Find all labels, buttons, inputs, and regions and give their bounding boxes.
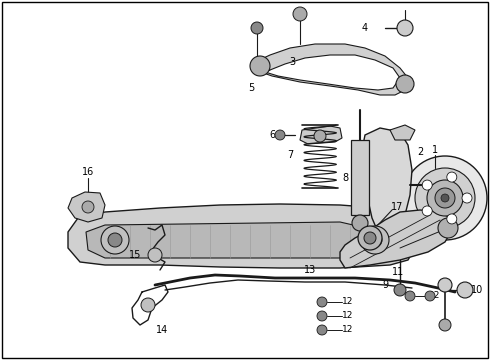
Text: 12: 12 <box>429 292 441 301</box>
Circle shape <box>438 218 458 238</box>
Circle shape <box>396 75 414 93</box>
Circle shape <box>108 233 122 247</box>
Circle shape <box>439 319 451 331</box>
Text: 12: 12 <box>343 311 354 320</box>
Polygon shape <box>351 140 369 215</box>
Circle shape <box>438 278 452 292</box>
Circle shape <box>415 168 475 228</box>
Text: 11: 11 <box>392 267 404 277</box>
Circle shape <box>403 156 487 240</box>
Circle shape <box>251 22 263 34</box>
Polygon shape <box>86 222 378 258</box>
Circle shape <box>352 215 368 231</box>
Circle shape <box>275 130 285 140</box>
Text: 10: 10 <box>471 285 483 295</box>
Text: 16: 16 <box>82 167 94 177</box>
Text: 3: 3 <box>289 57 295 67</box>
Text: 7: 7 <box>287 150 293 160</box>
Circle shape <box>148 248 162 262</box>
Circle shape <box>435 188 455 208</box>
Polygon shape <box>363 128 412 238</box>
Text: 6: 6 <box>269 130 275 140</box>
Text: 12: 12 <box>343 297 354 306</box>
Text: 8: 8 <box>342 173 348 183</box>
Text: 13: 13 <box>304 265 316 275</box>
Circle shape <box>405 291 415 301</box>
Text: 15: 15 <box>129 250 141 260</box>
Text: 1: 1 <box>432 145 438 155</box>
Circle shape <box>422 180 432 190</box>
Text: 12: 12 <box>343 325 354 334</box>
Text: 17: 17 <box>391 202 403 212</box>
Circle shape <box>441 194 449 202</box>
Circle shape <box>82 201 94 213</box>
Circle shape <box>314 130 326 142</box>
Circle shape <box>427 180 463 216</box>
Polygon shape <box>255 44 408 95</box>
Polygon shape <box>340 210 452 268</box>
Circle shape <box>457 282 473 298</box>
Text: 5: 5 <box>248 83 254 93</box>
Text: 9: 9 <box>382 280 388 290</box>
Circle shape <box>317 297 327 307</box>
Circle shape <box>368 233 382 247</box>
Circle shape <box>364 232 376 244</box>
Polygon shape <box>68 192 105 222</box>
Circle shape <box>293 7 307 21</box>
Text: 4: 4 <box>362 23 368 33</box>
Circle shape <box>141 298 155 312</box>
Circle shape <box>250 56 270 76</box>
Polygon shape <box>390 125 415 140</box>
Polygon shape <box>68 204 418 268</box>
Circle shape <box>317 311 327 321</box>
Circle shape <box>317 325 327 335</box>
Circle shape <box>358 226 382 250</box>
Circle shape <box>422 206 432 216</box>
Circle shape <box>394 284 406 296</box>
Circle shape <box>361 226 389 254</box>
Circle shape <box>425 291 435 301</box>
Circle shape <box>397 20 413 36</box>
Text: 14: 14 <box>156 325 168 335</box>
Circle shape <box>462 193 472 203</box>
Circle shape <box>101 226 129 254</box>
Circle shape <box>447 214 457 224</box>
Polygon shape <box>365 230 395 258</box>
Text: 2: 2 <box>417 147 423 157</box>
Circle shape <box>447 172 457 182</box>
Polygon shape <box>300 126 342 144</box>
